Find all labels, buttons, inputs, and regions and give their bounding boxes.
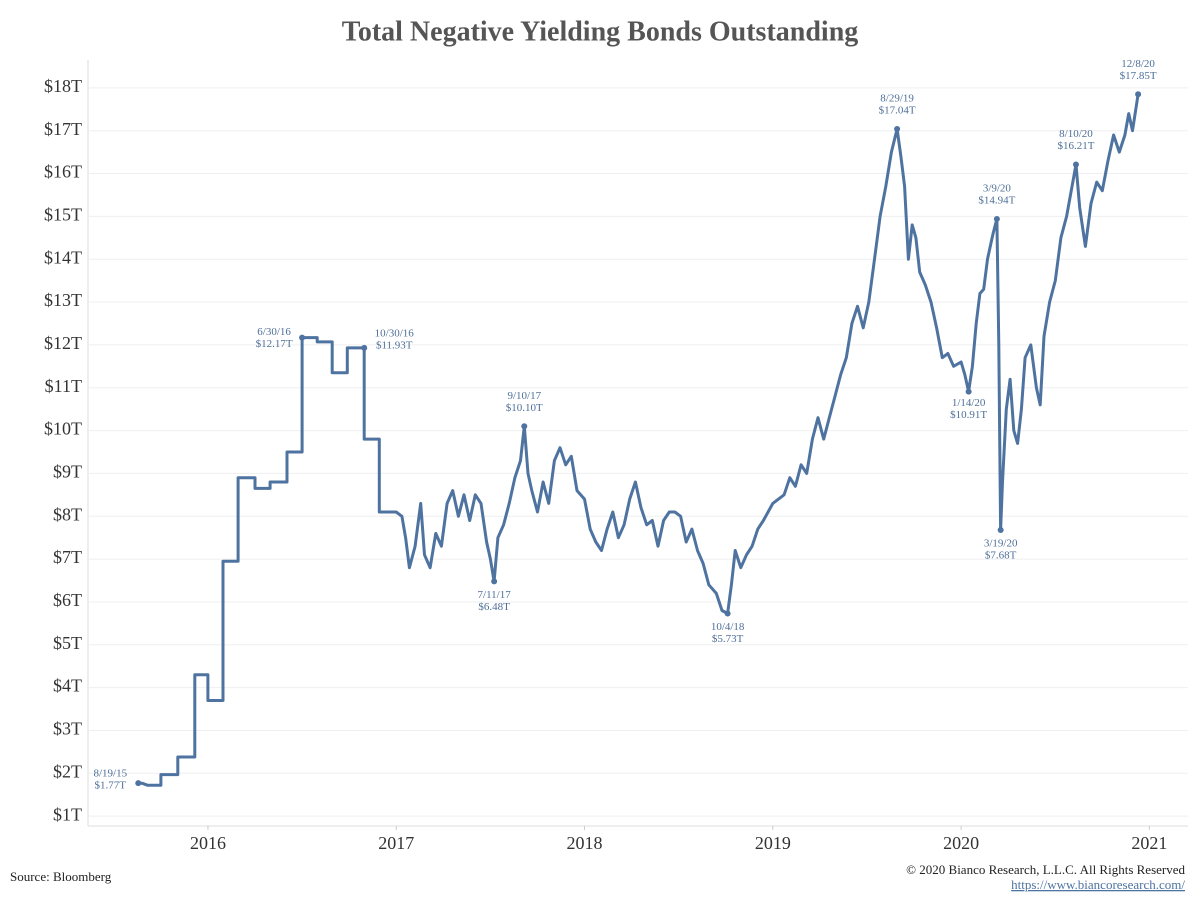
y-tick-label: $11T [45,376,82,396]
annotation-date: 8/10/20 [1059,128,1093,140]
annotation-date: 3/19/20 [984,537,1018,549]
annotation-date: 12/8/20 [1121,58,1155,70]
annotation-date: 10/30/16 [375,327,415,339]
y-tick-label: $16T [44,162,82,182]
annotation-point [997,526,1004,533]
annotation-point [993,215,1000,222]
url[interactable]: https://www.biancoresearch.com/ [1011,877,1185,892]
y-tick-label: $12T [44,333,82,353]
annotation-point [299,334,306,341]
annotation-date: 3/9/20 [983,182,1012,194]
x-tick-label: 2017 [378,833,414,853]
annotation-point [1072,161,1079,168]
annotation-point [135,780,142,787]
annotation-date: 6/30/16 [257,326,291,338]
y-tick-label: $17T [44,119,82,139]
x-tick-label: 2020 [943,833,979,853]
y-tick-label: $6T [53,590,82,610]
y-tick-label: $14T [44,247,82,267]
annotation-label: $11.93T [376,339,413,351]
annotation-label: $16.21T [1057,140,1094,152]
y-tick-label: $1T [53,804,82,824]
annotation-date: 8/29/19 [880,93,914,105]
annotation-label: $7.68T [985,549,1017,561]
x-tick-label: 2019 [755,833,791,853]
annotation-date: 8/19/15 [93,768,127,780]
annotation-point [521,423,528,430]
annotation-date: 9/10/17 [507,390,541,402]
y-tick-label: $18T [44,76,82,96]
annotation-label: $10.10T [506,402,543,414]
annotation-date: 7/11/17 [478,589,512,601]
annotation-label: $17.85T [1120,70,1157,82]
x-tick-label: 2016 [190,833,226,853]
y-tick-label: $13T [44,290,82,310]
y-tick-label: $5T [53,633,82,653]
annotation-date: 10/4/18 [711,621,745,633]
annotation-date: 1/14/20 [952,397,986,409]
annotation-point [361,344,368,351]
y-tick-label: $4T [53,676,82,696]
x-tick-label: 2018 [567,833,603,853]
annotation-point [894,125,901,132]
annotation-label: $10.91T [950,409,987,421]
annotation-point [724,610,731,617]
chart-title: Total Negative Yielding Bonds Outstandin… [342,16,859,47]
x-tick-label: 2021 [1131,833,1167,853]
annotation-label: $6.48T [478,601,510,613]
annotation-point [491,578,498,585]
y-tick-label: $2T [53,761,82,781]
y-tick-label: $8T [53,504,82,524]
annotation-label: $5.73T [712,633,744,645]
annotation-point [1135,91,1142,98]
annotation-label: $17.04T [879,105,916,117]
y-tick-label: $15T [44,204,82,224]
annotation-label: $14.94T [978,194,1015,206]
source: Source: Bloomberg [10,869,112,884]
line [138,94,1140,787]
copyright: © 2020 Bianco Research, L.L.C. All Right… [906,862,1185,877]
y-tick-label: $3T [53,719,82,739]
annotation-label: $12.17T [256,338,293,350]
annotation-label: $1.77T [95,780,127,792]
y-tick-label: $7T [53,547,82,567]
y-tick-label: $9T [53,462,82,482]
y-tick-label: $10T [44,419,82,439]
annotation-point [965,388,972,395]
